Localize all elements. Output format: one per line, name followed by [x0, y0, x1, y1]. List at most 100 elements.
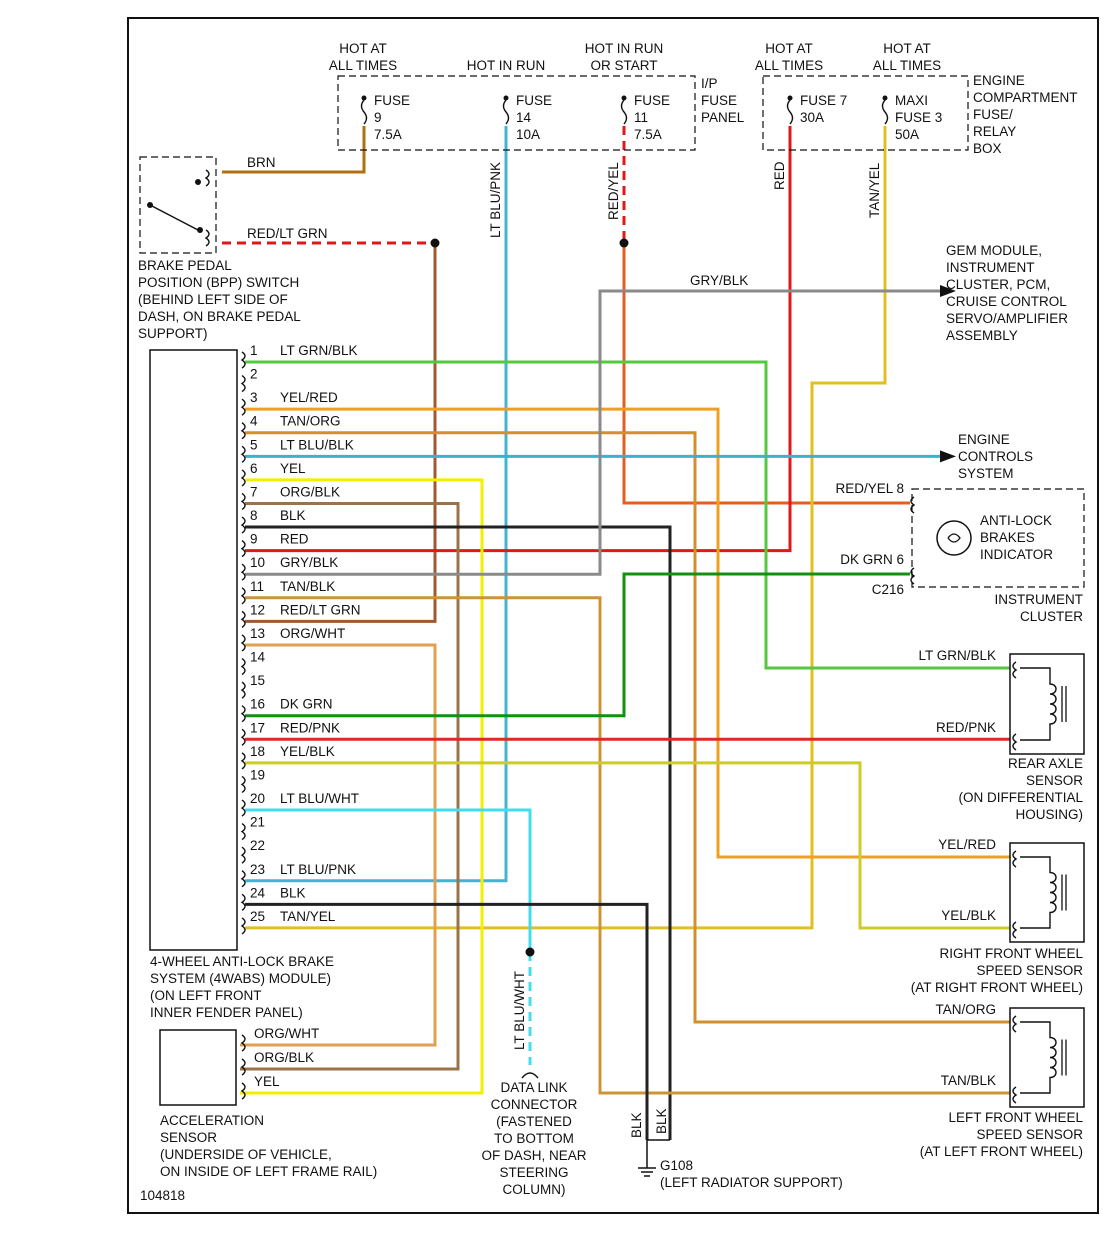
connector-terminal-icon [240, 398, 246, 416]
cluster-pin6-label: DK GRN 6 [840, 552, 904, 567]
abs-module-label: INNER FENDER PANEL) [150, 1005, 303, 1020]
wire-label-brn: BRN [247, 155, 276, 170]
wire-pin18 [245, 761, 1010, 930]
wire-pin16 [245, 572, 910, 718]
pin-wire-label: YEL/BLK [280, 744, 335, 759]
rear-axle-sensor-label: HOUSING) [1016, 807, 1084, 822]
connector-terminal-icon [240, 728, 246, 746]
connector-terminal-icon [240, 752, 246, 770]
accel-sensor-label: ACCELERATION [160, 1113, 264, 1128]
ip-fuse-panel-label: FUSE [701, 93, 737, 108]
wire-pin25 [245, 126, 887, 930]
wire-pin11 [245, 596, 1010, 1095]
fuse-feed-label: HOT AT [339, 41, 387, 56]
rear-axle-sensor [1009, 653, 1085, 755]
wire-pin6 [240, 478, 484, 1095]
pin-number: 20 [250, 791, 265, 806]
pin-wire-label: BLK [280, 508, 306, 523]
pin-number: 4 [250, 414, 258, 429]
fuse-feed-label: ALL TIMES [755, 58, 823, 73]
instrument-cluster-label: INSTRUMENT [995, 592, 1084, 607]
engine-fuse-box-label: RELAY [973, 124, 1016, 139]
ground-label: G108 [660, 1158, 693, 1173]
ip-fuse-panel-label: PANEL [701, 110, 745, 125]
wire-label-red: RED [772, 161, 787, 190]
engine-fuse-box-label: ENGINE [973, 73, 1025, 88]
fuse-label: FUSE 7 [800, 93, 847, 108]
rear-axle-sensor-label: SENSOR [1026, 773, 1083, 788]
connector-terminal-icon [240, 846, 246, 864]
fuse-label: 30A [800, 110, 824, 125]
wire-pin9 [245, 126, 792, 553]
connector-terminal-icon [240, 657, 246, 676]
dlc-label: COLUMN) [503, 1182, 566, 1197]
pin-wire-label: RED/PNK [280, 720, 340, 735]
pin-number: 8 [250, 508, 258, 523]
components [139, 75, 1085, 1177]
pin-number: 14 [250, 650, 266, 665]
right-front-wheel-sensor-bottom-wire-label: YEL/BLK [941, 908, 996, 923]
arrow-right-icon [940, 450, 956, 463]
rear-axle-sensor-label: (ON DIFFERENTIAL [958, 790, 1083, 805]
accel-sensor-label: ON INSIDE OF LEFT FRAME RAIL) [160, 1164, 377, 1179]
connector-terminal-icon [240, 681, 246, 699]
left-front-wheel-sensor-top-wire-label: TAN/ORG [936, 1002, 997, 1017]
connector-terminal-icon [240, 540, 246, 558]
fuse-icon [787, 95, 793, 101]
rear-axle-sensor-top-wire-label: LT GRN/BLK [918, 648, 996, 663]
coil-icon [1020, 667, 1057, 741]
pin-wire-label: DK GRN [280, 697, 333, 712]
coil-icon [1020, 856, 1057, 929]
wire-pin4 [245, 431, 1010, 1024]
pin-wire-label: LT BLU/PNK [280, 862, 356, 877]
fuse-icon [882, 95, 888, 101]
rear-axle-sensor-bottom-wire-label: RED/PNK [936, 720, 996, 735]
connector-terminal-icon [240, 1034, 246, 1052]
pin-wire-label: ORG/BLK [280, 484, 340, 499]
connector-terminal-icon [910, 567, 916, 585]
ground-location-label: (LEFT RADIATOR SUPPORT) [660, 1175, 843, 1190]
connector-terminal-icon [1012, 661, 1018, 679]
bpp-switch-label: BRAKE PEDAL [138, 258, 232, 273]
cluster-pin8-label: RED/YEL 8 [835, 481, 904, 496]
pin-number: 1 [250, 343, 258, 358]
left-front-wheel-sensor-bottom-wire-label: TAN/BLK [941, 1073, 996, 1088]
pin-number: 9 [250, 532, 258, 547]
fuse-label: 14 [516, 110, 532, 125]
fuse-label: 50A [895, 127, 919, 142]
fuse-label: 10A [516, 127, 540, 142]
wire-label-red-lt-grn: RED/LT GRN [247, 226, 328, 241]
wires [222, 126, 1010, 1140]
accel-pin-label: YEL [254, 1074, 280, 1089]
pin-wire-label: RED/LT GRN [280, 602, 361, 617]
wire-pin10 [245, 289, 940, 576]
connector-terminal-icon [1012, 921, 1018, 939]
wire-pin7 [240, 501, 460, 1071]
connector-terminal-icon [240, 587, 246, 605]
pin-number: 19 [250, 767, 265, 782]
connector-terminal-icon [240, 1082, 246, 1100]
connector-terminal-icon [240, 445, 246, 463]
pin-number: 5 [250, 437, 258, 452]
ground-g108-icon [638, 1139, 670, 1177]
abs-indicator-label: INDICATOR [980, 547, 1053, 562]
rf-sensor-label: RIGHT FRONT WHEEL [939, 946, 1083, 961]
wire-pin3 [245, 407, 1010, 859]
gem-module-label: ASSEMBLY [946, 328, 1018, 343]
connector-terminal-icon [1012, 1015, 1018, 1033]
splice-icon [430, 238, 440, 248]
diagram-id: 104818 [140, 1188, 185, 1203]
accel-sensor-label: SENSOR [160, 1130, 217, 1145]
engine-fuse-box-label: COMPARTMENT [973, 90, 1078, 105]
fuse-label: FUSE [374, 93, 410, 108]
fuse-icon [503, 95, 509, 101]
wire-label-tan-yel: TAN/YEL [867, 162, 882, 218]
accel-sensor-label: (UNDERSIDE OF VEHICLE, [160, 1147, 332, 1162]
engine-fuse-box [762, 75, 969, 151]
gem-module-label: CLUSTER, PCM, [946, 277, 1050, 292]
connector-terminal-icon [1012, 733, 1018, 751]
pin-wire-label: ORG/WHT [280, 626, 345, 641]
accel-pin-label: ORG/BLK [254, 1050, 314, 1065]
pin-wire-label: YEL/RED [280, 390, 338, 405]
